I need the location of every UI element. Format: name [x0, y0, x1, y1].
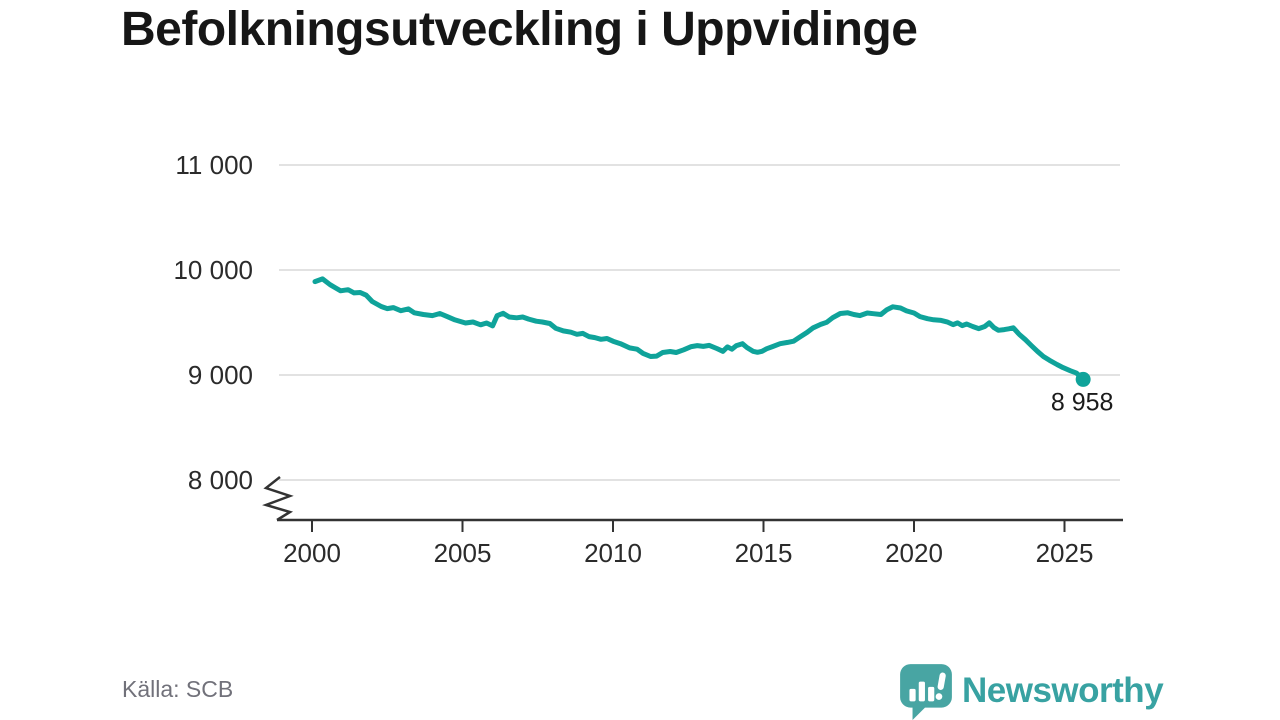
axis-break-icon: [262, 476, 294, 522]
population-line: [312, 276, 1086, 382]
newsworthy-logo: Newsworthy: [898, 662, 1164, 720]
end-dot: [1075, 371, 1091, 387]
end-value-label: 8 958: [1051, 388, 1114, 416]
y-axis-labels: 11 000 10 000 9 000 8 000: [173, 150, 253, 495]
newsworthy-logo-text: Newsworthy: [962, 671, 1164, 710]
y-tick-label-9000: 9 000: [188, 360, 253, 390]
x-tick-label-2010: 2010: [584, 538, 642, 568]
x-tick-label-2005: 2005: [434, 538, 492, 568]
y-tick-label-8000: 8 000: [188, 465, 253, 495]
y-tick-label-10000: 10 000: [173, 255, 253, 285]
population-series: 8 958: [312, 276, 1114, 416]
exclamation-glyph: [935, 672, 946, 700]
gridlines: [279, 164, 1120, 481]
x-axis: [262, 476, 1123, 532]
y-tick-label-11000: 11 000: [175, 150, 253, 180]
x-tick-label-2025: 2025: [1036, 538, 1094, 568]
x-axis-labels: 2000 2005 2010 2015 2020 2025: [283, 538, 1093, 568]
bar-chart-glyph: [909, 672, 946, 702]
x-tick-label-2020: 2020: [885, 538, 943, 568]
source-note: Källa: SCB: [122, 676, 234, 702]
chart-title: Befolkningsutveckling i Uppvidinge: [121, 3, 918, 56]
x-tick-label-2015: 2015: [735, 538, 793, 568]
newsworthy-logo-icon: [900, 664, 952, 720]
x-tick-label-2000: 2000: [283, 538, 341, 568]
speech-bubble-shape: [900, 664, 952, 720]
